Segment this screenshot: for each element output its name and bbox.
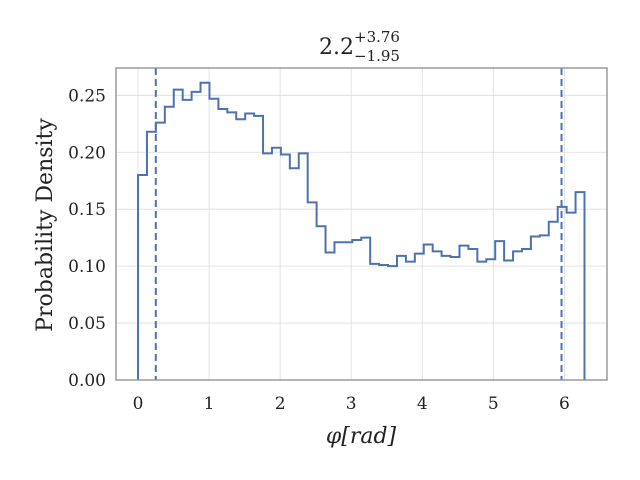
x-axis-label: φ[rad] <box>326 424 397 449</box>
title-upper-error: +3.76 <box>354 28 400 46</box>
x-tick-label: 4 <box>417 394 428 414</box>
x-tick-label: 2 <box>275 394 286 414</box>
y-tick-label: 0.10 <box>68 257 106 277</box>
credible-interval-lines <box>154 68 563 380</box>
histogram <box>137 81 586 380</box>
title-lower-error: −1.95 <box>354 47 400 65</box>
histogram-step-line <box>137 81 586 380</box>
plot-frame <box>115 67 608 381</box>
x-tick-label: 5 <box>488 394 499 414</box>
title-base: 2.2 <box>319 35 354 60</box>
grid <box>116 68 607 381</box>
x-tick-label: 6 <box>559 394 570 414</box>
y-tick-labels: 0.00 0.05 0.10 0.15 0.20 0.25 <box>68 86 106 391</box>
title: 2.2 +3.76 −1.95 <box>319 28 400 65</box>
y-tick-label: 0.20 <box>68 143 106 163</box>
x-tick-label: 1 <box>204 394 215 414</box>
x-tick-labels: 0 1 2 3 4 5 6 <box>133 394 570 414</box>
y-tick-label: 0.25 <box>68 86 106 106</box>
y-tick-label: 0.05 <box>68 314 106 334</box>
x-tick-label: 0 <box>133 394 144 414</box>
y-axis-label: Probability Density <box>33 118 58 332</box>
y-tick-label: 0.15 <box>68 200 106 220</box>
y-tick-label: 0.00 <box>68 371 106 391</box>
x-tick-label: 3 <box>346 394 357 414</box>
